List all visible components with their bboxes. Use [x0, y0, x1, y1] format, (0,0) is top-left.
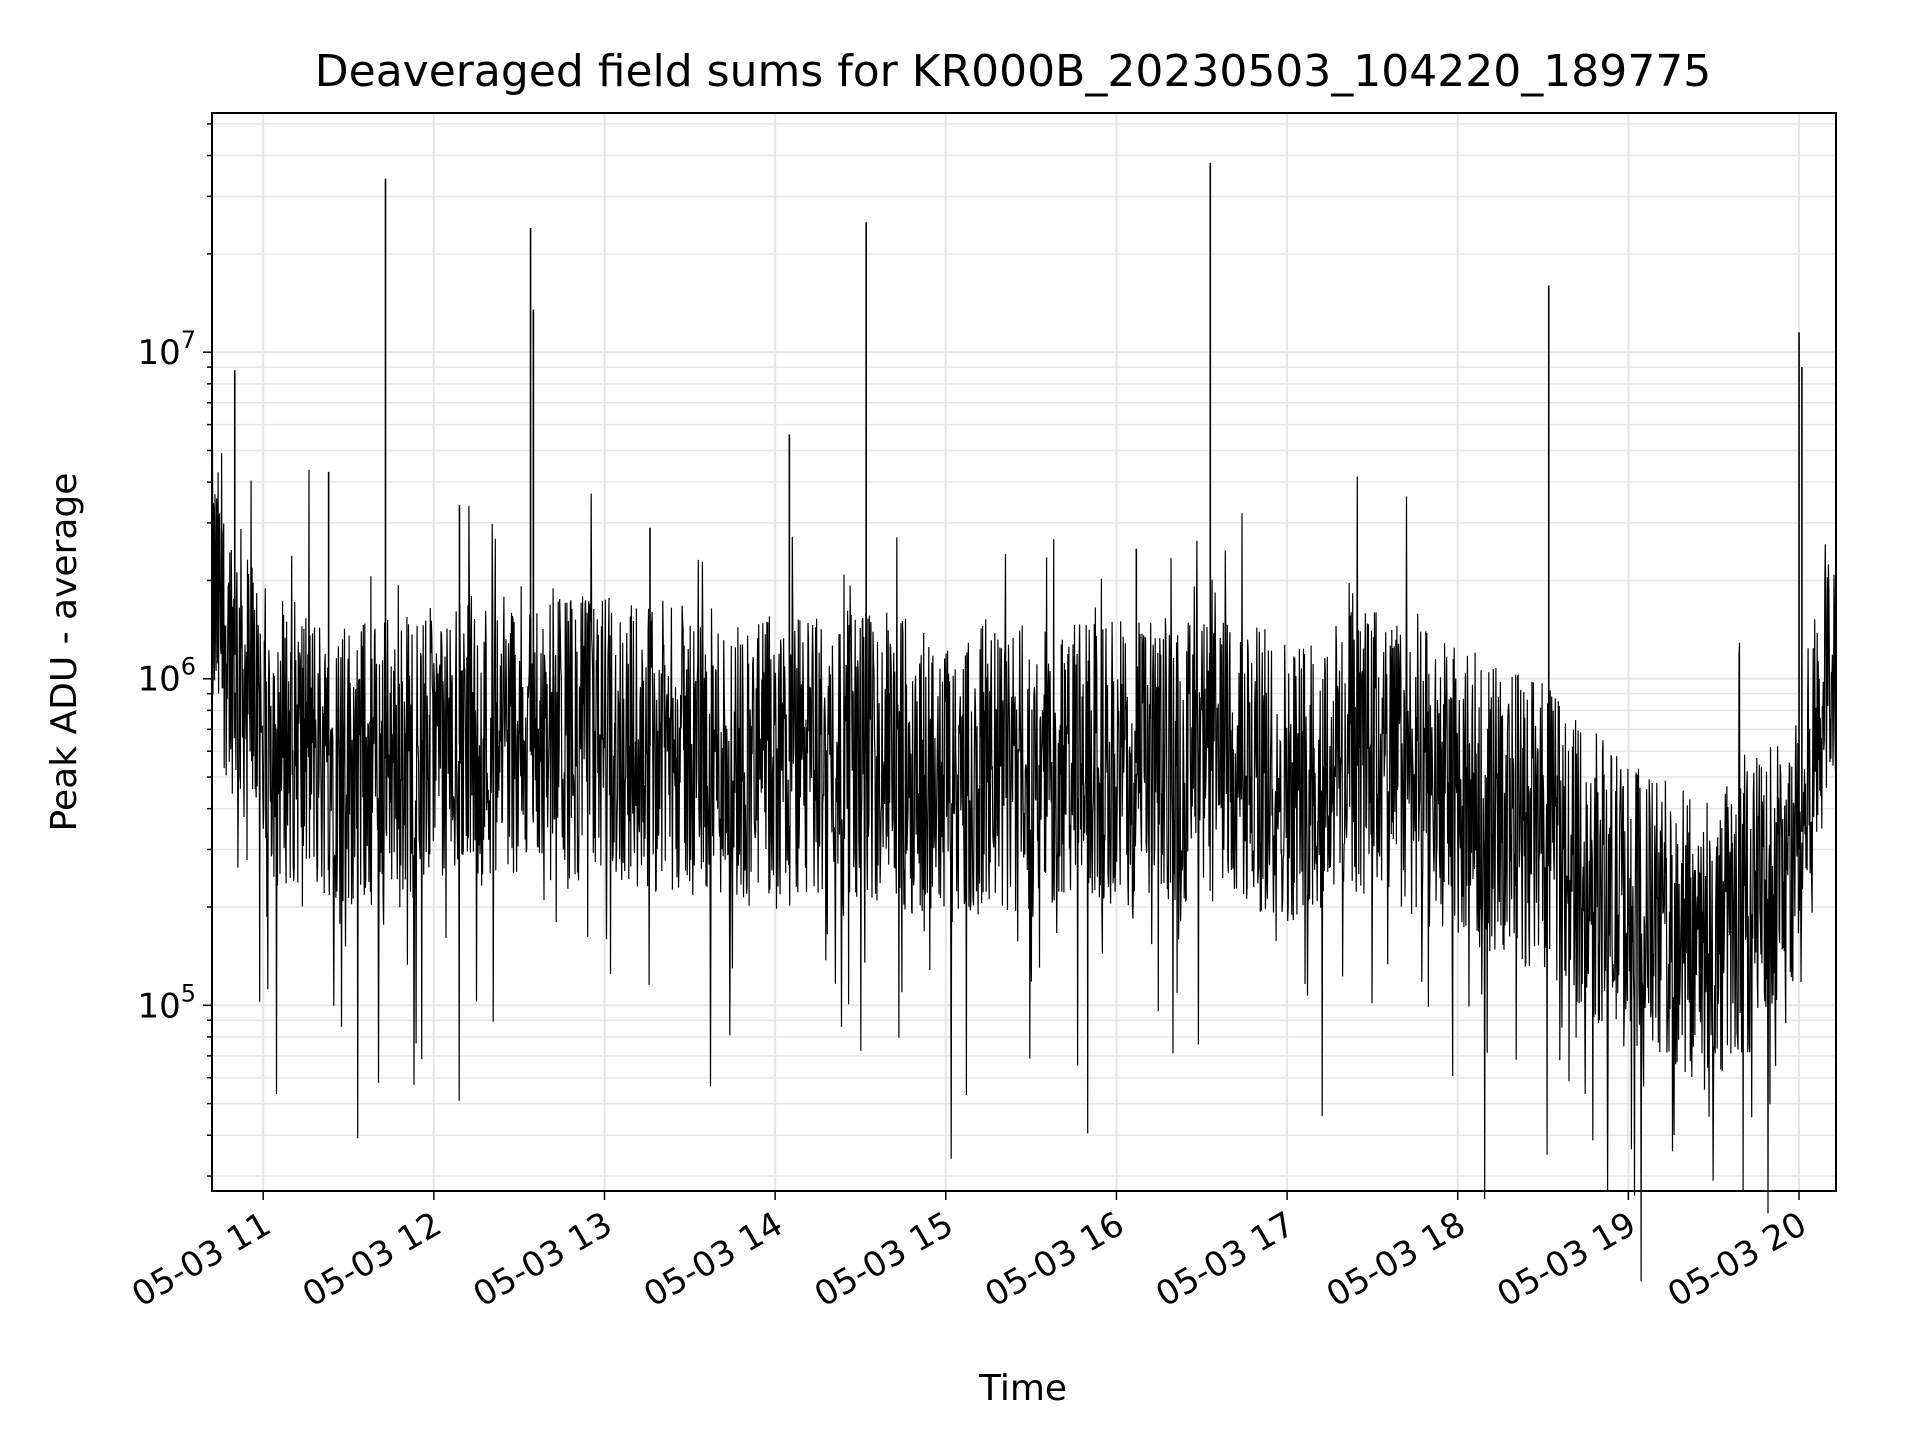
x-axis-label: Time — [978, 1368, 1067, 1409]
y-tick-label: 105 — [137, 979, 196, 1026]
chart-title: Deaveraged field sums for KR000B_2023050… — [315, 46, 1711, 97]
data-series-line — [211, 450, 1837, 1282]
y-tick-label: 106 — [137, 653, 196, 700]
data-layer — [211, 162, 1837, 1282]
y-tick-label: 107 — [137, 326, 196, 373]
plot-frame — [211, 112, 1837, 1192]
y-axis-label: Peak ADU - average — [44, 473, 85, 832]
